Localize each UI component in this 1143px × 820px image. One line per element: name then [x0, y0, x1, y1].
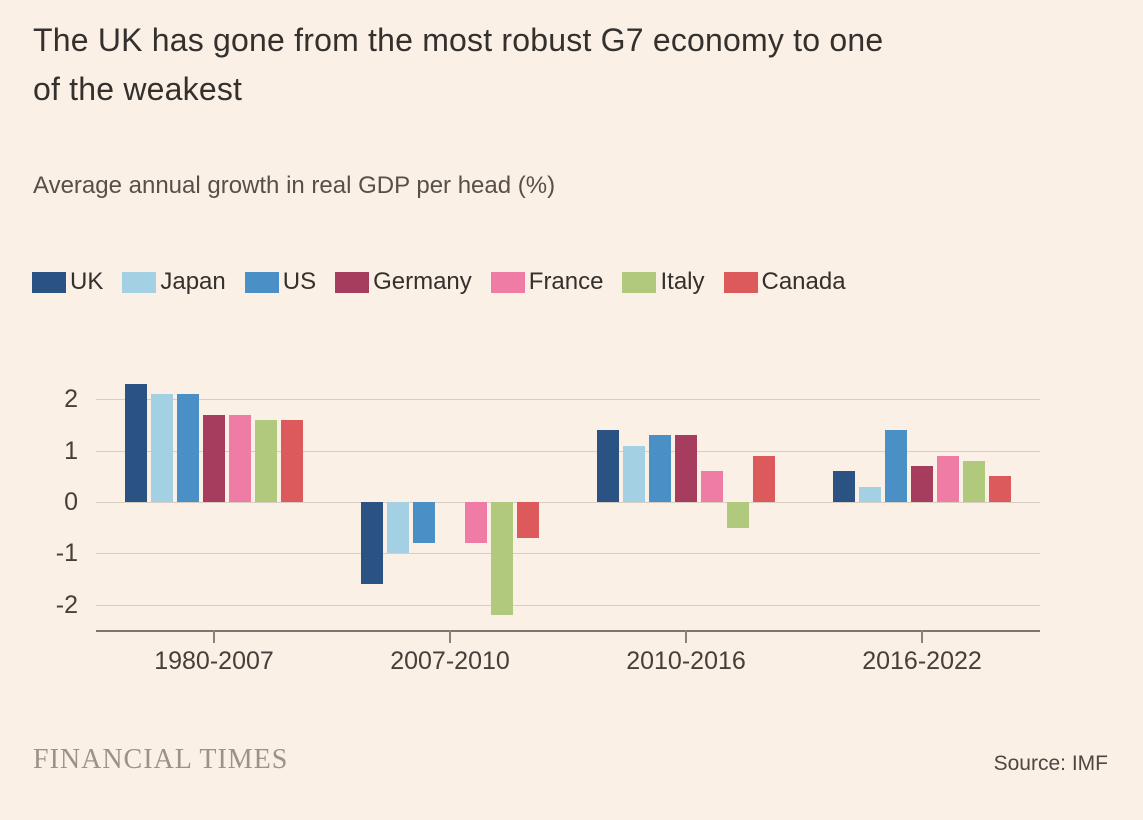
source-note: Source: IMF — [993, 752, 1108, 775]
y-axis-label-1: 1 — [64, 436, 78, 465]
bar-france-2010-2016 — [701, 471, 723, 502]
bar-canada-2016-2022 — [989, 476, 1011, 502]
bar-germany-2016-2022 — [911, 466, 933, 502]
legend-item-us: US — [244, 268, 317, 296]
x-axis-label-2007-2010: 2007-2010 — [390, 647, 510, 676]
legend-label-germany: Germany — [373, 268, 472, 295]
bar-us-2007-2010 — [413, 502, 435, 543]
legend-item-japan: Japan — [122, 268, 226, 296]
gridline-y--1 — [96, 553, 1040, 555]
bar-uk-2016-2022 — [833, 471, 855, 502]
bar-france-2007-2010 — [465, 502, 487, 543]
y-axis-label-2: 2 — [64, 385, 78, 414]
x-axis-label-2016-2022: 2016-2022 — [862, 647, 982, 676]
gridline-y-2 — [96, 399, 1040, 401]
x-axis-line — [96, 630, 1040, 633]
legend-label-france: France — [528, 268, 604, 295]
legend-swatch-us — [244, 271, 279, 293]
x-axis-label-2010-2016: 2010-2016 — [626, 647, 746, 676]
x-axis-label-1980-2007: 1980-2007 — [154, 647, 274, 676]
y-axis-label--2: -2 — [55, 590, 78, 619]
legend-item-germany: Germany — [335, 268, 472, 296]
bar-uk-2007-2010 — [361, 502, 383, 585]
gridline-y-0 — [96, 502, 1040, 503]
legend-swatch-france — [490, 271, 525, 293]
legend-swatch-uk — [32, 271, 66, 293]
chart-title: The UK has gone from the most robust G7 … — [33, 22, 884, 107]
bar-uk-2010-2016 — [597, 430, 619, 502]
chart: 2 1 0 -1 -2 1980-2007 2007-2010 2010-2016 2016-2… — [0, 370, 1143, 690]
legend-swatch-germany — [335, 271, 370, 293]
bar-us-2016-2022 — [885, 430, 907, 502]
gridline-y-1 — [96, 450, 1040, 452]
legend-swatch-japan — [122, 271, 157, 293]
legend-label-uk: UK — [70, 268, 104, 295]
bar-canada-2010-2016 — [753, 455, 775, 502]
legend-label-japan: Japan — [160, 268, 226, 295]
bar-japan-1980-2007 — [151, 394, 173, 502]
legend: UK Japan US Germany France Italy Canada — [32, 268, 846, 296]
legend-item-italy: Italy — [622, 268, 705, 296]
legend-swatch-italy — [622, 271, 657, 293]
bar-italy-2007-2010 — [491, 502, 513, 615]
legend-item-france: France — [490, 268, 604, 296]
bar-canada-2007-2010 — [517, 502, 539, 538]
legend-label-italy: Italy — [660, 268, 705, 295]
bar-japan-2016-2022 — [859, 486, 881, 502]
legend-item-canada: Canada — [723, 268, 846, 296]
x-axis-tick-2007-2010 — [449, 630, 451, 644]
bar-germany-2010-2016 — [675, 435, 697, 502]
legend-swatch-canada — [723, 271, 758, 293]
bar-japan-2010-2016 — [623, 445, 645, 502]
bar-us-2010-2016 — [649, 435, 671, 502]
legend-label-canada: Canada — [761, 268, 846, 295]
y-axis-label-0: 0 — [64, 488, 78, 516]
bar-japan-2007-2010 — [387, 502, 409, 554]
y-axis-label--1: -1 — [55, 539, 78, 568]
bar-italy-1980-2007 — [255, 419, 277, 502]
x-axis-tick-1980-2007 — [213, 630, 215, 644]
bar-italy-2016-2022 — [963, 461, 985, 502]
bar-us-1980-2007 — [177, 394, 199, 502]
ft-logo: FINANCIAL TIMES — [33, 744, 289, 775]
x-axis-tick-2010-2016 — [685, 630, 687, 644]
bar-germany-1980-2007 — [203, 414, 225, 502]
bar-france-2016-2022 — [937, 455, 959, 502]
bar-uk-1980-2007 — [125, 384, 147, 502]
legend-label-us: US — [282, 268, 317, 295]
legend-item-uk: UK — [32, 268, 103, 296]
bar-italy-2010-2016 — [727, 502, 749, 528]
chart-subtitle: Average annual growth in real GDP per he… — [33, 172, 556, 199]
bar-france-1980-2007 — [229, 414, 251, 502]
x-axis-tick-2016-2022 — [921, 630, 923, 644]
bar-canada-1980-2007 — [281, 419, 303, 502]
gridline-y--2 — [96, 604, 1040, 606]
